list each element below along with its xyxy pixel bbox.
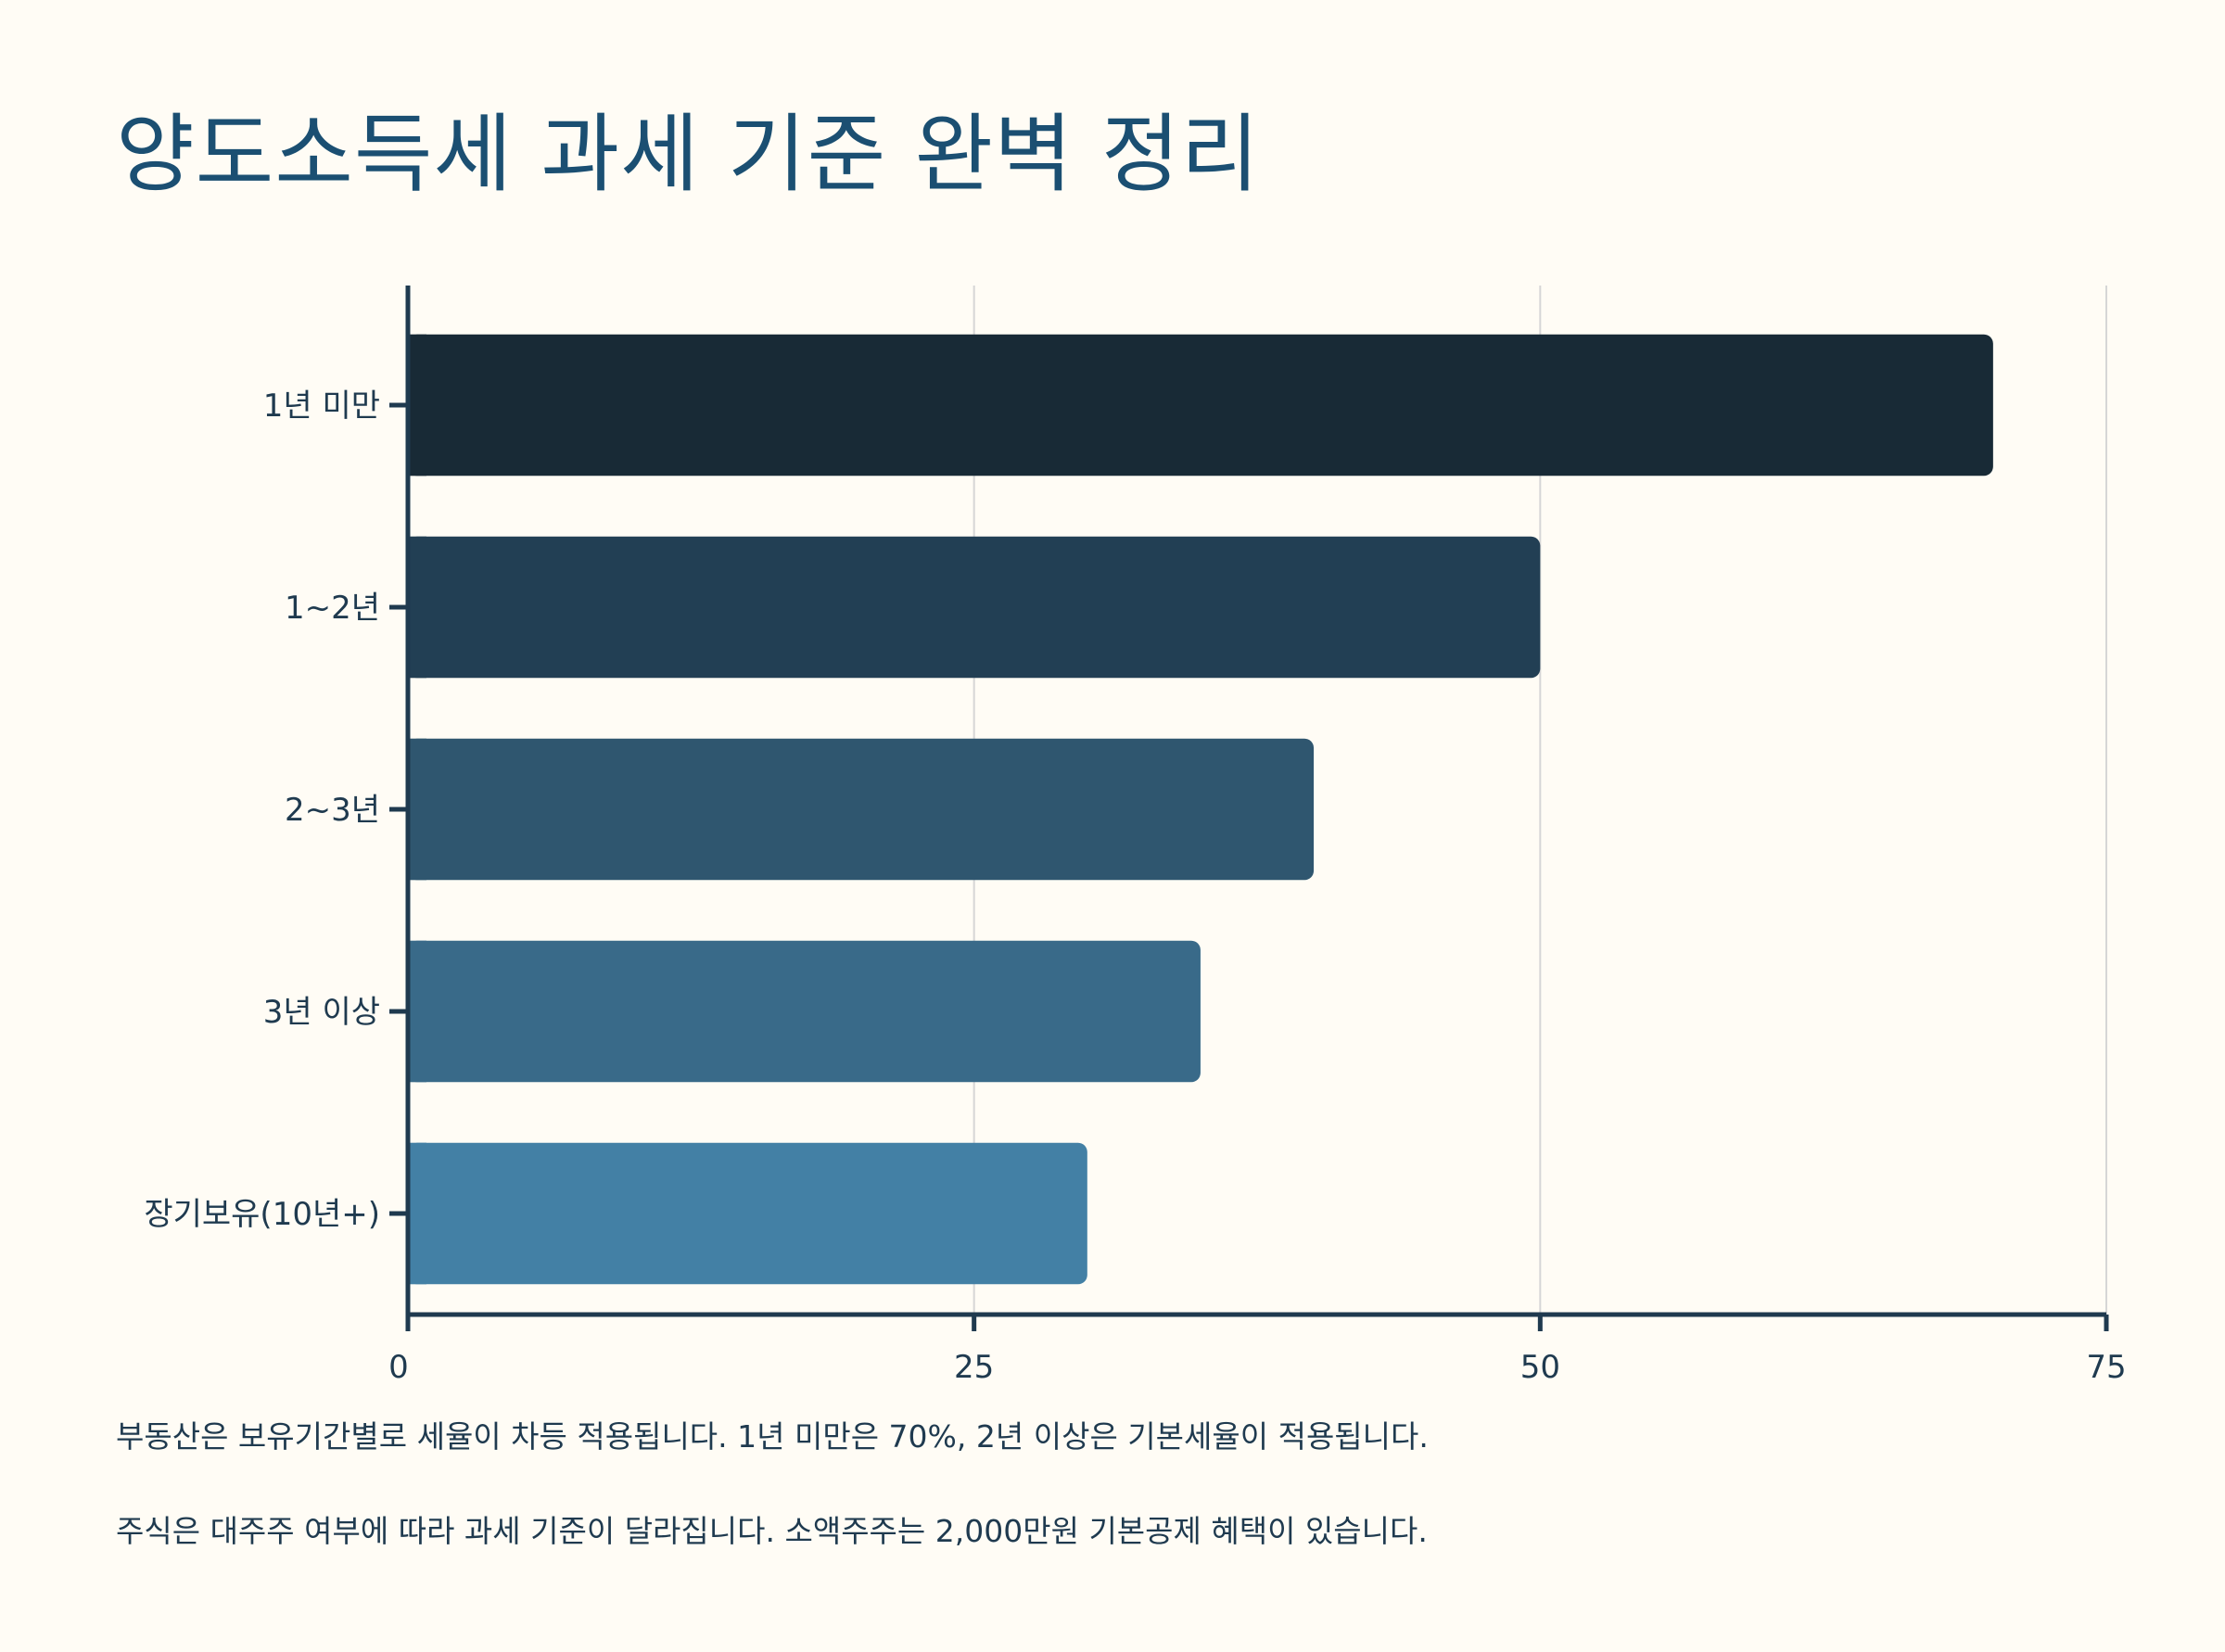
bar-2 xyxy=(408,738,1315,881)
page-title: 양도소득세 과세 기준 완벽 정리 xyxy=(116,105,1261,204)
note-stocks: 주식은 대주주 여부에 따라 과세 기준이 달라집니다. 소액주주는 2,000… xyxy=(116,1513,1428,1549)
category-label-1: 1~2년 xyxy=(285,590,380,627)
category-label-0: 1년 미만 xyxy=(263,388,380,425)
bar-2-base xyxy=(408,738,426,881)
category-label-3: 3년 이상 xyxy=(263,994,380,1031)
bar-0-base xyxy=(408,334,426,477)
note-real-estate: 부동산은 보유기간별로 세율이 차등 적용됩니다. 1년 미만은 70%, 2년… xyxy=(116,1418,1429,1455)
bars xyxy=(408,334,1993,1285)
category-label-2: 2~3년 xyxy=(285,792,380,829)
x-tick-label-0: 0 xyxy=(388,1349,409,1386)
category-label-4: 장기보유(10년+) xyxy=(144,1196,380,1233)
x-tick-label-3: 75 xyxy=(2086,1349,2126,1386)
bar-1 xyxy=(408,536,1541,679)
bar-0 xyxy=(408,334,1993,477)
bar-4-base xyxy=(408,1142,426,1285)
bar-4 xyxy=(408,1142,1087,1285)
x-tick-label-1: 25 xyxy=(954,1349,994,1386)
axes xyxy=(389,286,2109,1331)
x-tick-label-2: 50 xyxy=(1520,1349,1560,1386)
bar-3-base xyxy=(408,940,426,1083)
bar-1-base xyxy=(408,536,426,679)
bar-3 xyxy=(408,940,1201,1083)
notes: 부동산은 보유기간별로 세율이 차등 적용됩니다. 1년 미만은 70%, 2년… xyxy=(116,1418,2109,1608)
